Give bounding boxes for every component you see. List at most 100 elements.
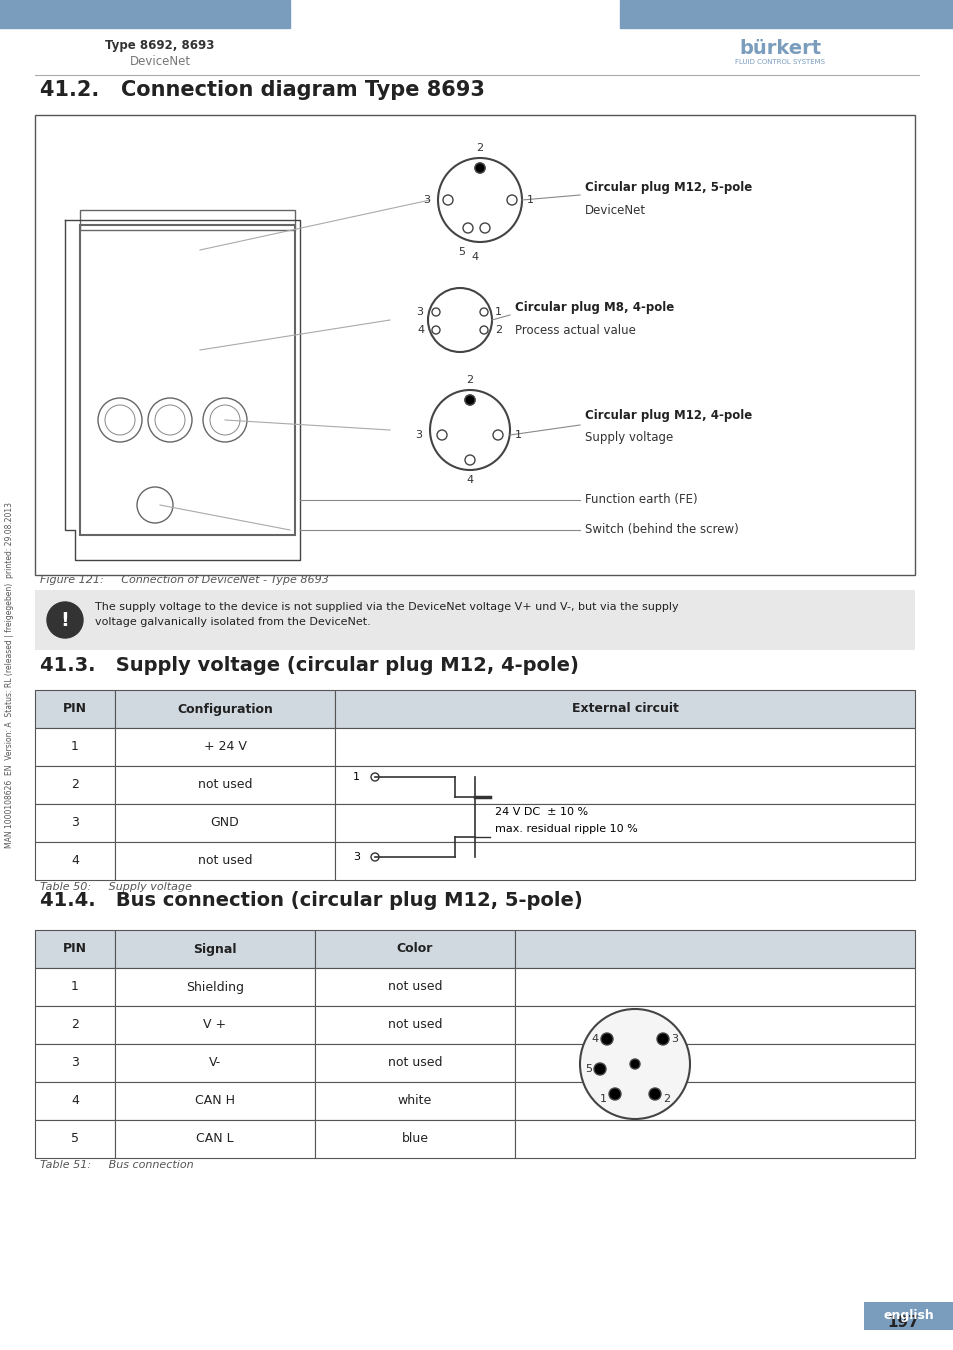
Text: Figure 121:     Connection of DeviceNet - Type 8693: Figure 121: Connection of DeviceNet - Ty… bbox=[40, 575, 329, 585]
Text: 1: 1 bbox=[526, 194, 534, 205]
Text: Function earth (FE): Function earth (FE) bbox=[584, 494, 697, 506]
Circle shape bbox=[600, 1033, 613, 1045]
Text: 1: 1 bbox=[515, 431, 521, 440]
Text: 41.2.   Connection diagram Type 8693: 41.2. Connection diagram Type 8693 bbox=[40, 80, 484, 100]
Text: 3: 3 bbox=[415, 431, 421, 440]
Text: max. residual ripple 10 %: max. residual ripple 10 % bbox=[495, 824, 638, 834]
Bar bbox=[115, 765, 335, 805]
Bar bbox=[515, 1120, 914, 1158]
Text: Switch (behind the screw): Switch (behind the screw) bbox=[584, 524, 738, 536]
Text: GND: GND bbox=[211, 817, 239, 829]
Text: CAN H: CAN H bbox=[194, 1095, 234, 1107]
Text: Configuration: Configuration bbox=[177, 702, 273, 716]
Text: 41.3.   Supply voltage (circular plug M12, 4-pole): 41.3. Supply voltage (circular plug M12,… bbox=[40, 656, 578, 675]
Circle shape bbox=[475, 163, 484, 173]
Bar bbox=[35, 842, 115, 880]
Circle shape bbox=[475, 163, 484, 173]
Bar bbox=[35, 930, 115, 968]
Circle shape bbox=[657, 1033, 668, 1045]
Bar bbox=[115, 842, 335, 880]
Text: bürkert: bürkert bbox=[739, 39, 821, 58]
Text: + 24 V: + 24 V bbox=[203, 741, 246, 753]
Circle shape bbox=[594, 1062, 605, 1075]
Bar bbox=[35, 1006, 115, 1044]
Circle shape bbox=[371, 853, 378, 861]
Bar bbox=[314, 1044, 515, 1081]
Text: 5: 5 bbox=[584, 1064, 592, 1075]
Text: 4: 4 bbox=[71, 855, 79, 868]
Bar bbox=[115, 968, 314, 1006]
Text: 2: 2 bbox=[476, 143, 483, 153]
Bar bbox=[314, 968, 515, 1006]
Circle shape bbox=[47, 602, 83, 639]
Circle shape bbox=[648, 1088, 660, 1100]
Text: 3: 3 bbox=[670, 1034, 678, 1044]
Text: PIN: PIN bbox=[63, 702, 87, 716]
Circle shape bbox=[432, 308, 439, 316]
Text: Circular plug M12, 5-pole: Circular plug M12, 5-pole bbox=[584, 181, 752, 194]
Text: english: english bbox=[882, 1310, 933, 1323]
Text: 1: 1 bbox=[599, 1094, 606, 1104]
Circle shape bbox=[608, 1088, 620, 1100]
Text: DeviceNet: DeviceNet bbox=[584, 204, 645, 216]
Bar bbox=[35, 590, 914, 649]
Text: 24 V DC  ± 10 %: 24 V DC ± 10 % bbox=[495, 807, 587, 817]
Circle shape bbox=[436, 431, 447, 440]
Bar bbox=[35, 805, 115, 842]
Bar bbox=[115, 1006, 314, 1044]
Text: Supply voltage: Supply voltage bbox=[584, 431, 673, 444]
Bar bbox=[863, 1301, 953, 1330]
Bar bbox=[335, 765, 914, 805]
Text: V +: V + bbox=[203, 1018, 226, 1031]
Text: 3: 3 bbox=[71, 1057, 79, 1069]
Text: Table 50:     Supply voltage: Table 50: Supply voltage bbox=[40, 882, 192, 892]
Bar bbox=[515, 1006, 914, 1044]
Text: Shielding: Shielding bbox=[186, 980, 244, 994]
Text: 1: 1 bbox=[71, 980, 79, 994]
Bar bbox=[515, 1081, 914, 1120]
Text: 4: 4 bbox=[591, 1034, 598, 1044]
Text: not used: not used bbox=[197, 779, 252, 791]
Text: 197: 197 bbox=[886, 1315, 918, 1330]
Bar bbox=[335, 728, 914, 765]
Bar bbox=[115, 690, 335, 728]
Text: Circular plug M12, 4-pole: Circular plug M12, 4-pole bbox=[584, 409, 752, 421]
Text: 3: 3 bbox=[422, 194, 430, 205]
Circle shape bbox=[479, 325, 488, 333]
Bar bbox=[314, 1006, 515, 1044]
Text: FLUID CONTROL SYSTEMS: FLUID CONTROL SYSTEMS bbox=[734, 59, 824, 65]
Text: 1: 1 bbox=[353, 772, 359, 782]
Text: 2: 2 bbox=[662, 1094, 669, 1104]
Text: 2: 2 bbox=[71, 1018, 79, 1031]
Text: blue: blue bbox=[401, 1133, 428, 1146]
Circle shape bbox=[579, 1008, 689, 1119]
Circle shape bbox=[464, 396, 475, 405]
Bar bbox=[335, 842, 914, 880]
Text: Signal: Signal bbox=[193, 942, 236, 956]
Bar bbox=[80, 211, 294, 230]
Bar bbox=[35, 765, 115, 805]
Text: External circuit: External circuit bbox=[571, 702, 678, 716]
Text: PIN: PIN bbox=[63, 942, 87, 956]
Text: 1: 1 bbox=[71, 741, 79, 753]
Text: 4: 4 bbox=[71, 1095, 79, 1107]
Text: 2: 2 bbox=[71, 779, 79, 791]
Text: 4: 4 bbox=[471, 252, 478, 262]
Bar bbox=[35, 968, 115, 1006]
Text: 5: 5 bbox=[71, 1133, 79, 1146]
Text: 3: 3 bbox=[353, 852, 359, 863]
Circle shape bbox=[464, 455, 475, 464]
Text: 2: 2 bbox=[466, 375, 473, 385]
Text: Circular plug M8, 4-pole: Circular plug M8, 4-pole bbox=[515, 301, 674, 315]
Text: MAN 1000108626  EN  Version: A  Status: RL (released | freigegeben)  printed: 29: MAN 1000108626 EN Version: A Status: RL … bbox=[6, 502, 14, 848]
Bar bbox=[35, 115, 914, 575]
Text: Type 8692, 8693: Type 8692, 8693 bbox=[105, 39, 214, 53]
Text: 2: 2 bbox=[495, 325, 501, 335]
Text: 3: 3 bbox=[416, 306, 422, 317]
Bar bbox=[314, 1120, 515, 1158]
Text: CAN L: CAN L bbox=[196, 1133, 233, 1146]
Text: not used: not used bbox=[387, 980, 442, 994]
Bar bbox=[80, 225, 294, 535]
Text: The supply voltage to the device is not supplied via the DeviceNet voltage V+ un: The supply voltage to the device is not … bbox=[95, 602, 678, 626]
Text: Table 51:     Bus connection: Table 51: Bus connection bbox=[40, 1160, 193, 1170]
